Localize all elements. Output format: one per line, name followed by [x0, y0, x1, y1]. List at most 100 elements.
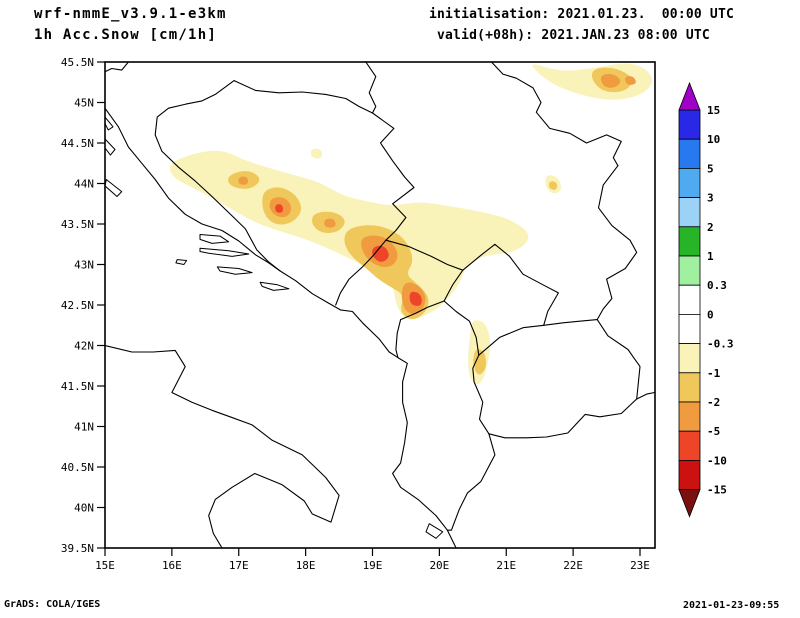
island-cres [105, 116, 114, 131]
snow-patch-red [275, 204, 284, 213]
map-area [105, 62, 655, 548]
border-serbia-bulgaria [596, 165, 638, 321]
colorbar-segment [678, 284, 701, 315]
border-croatia-bosnia-west [154, 80, 281, 272]
snow-patch-orange [238, 176, 249, 185]
latitude-label: 43.5N [61, 218, 94, 231]
border-kosovo-serbia [462, 243, 559, 326]
snow-patch-red [409, 291, 422, 306]
snow-patch-gold [473, 349, 487, 375]
island-corfu [425, 523, 444, 539]
latitude-label: 41N [74, 421, 94, 434]
latitude-label: 39.5N [61, 542, 94, 555]
colorbar-label: 0 [707, 308, 714, 321]
longitude-label: 23E [630, 559, 650, 572]
colorbar-label: -10 [707, 454, 727, 467]
border-kosovo-albania [443, 300, 480, 356]
colorbar-label: 5 [707, 162, 714, 175]
colorbar-label: -2 [707, 396, 720, 409]
latitude-label: 45.5N [61, 56, 94, 69]
colorbar-segment [678, 255, 701, 286]
latitude-label: 42N [74, 340, 94, 353]
island-pag [105, 138, 116, 156]
colorbar-top-arrow [678, 81, 701, 111]
colorbar-label: 0.3 [707, 279, 727, 292]
italy-coastline [105, 344, 340, 548]
colorbar-label: -1 [707, 367, 721, 380]
border-kosovo-montenegro [443, 269, 464, 302]
snow-patch-orange [600, 73, 621, 88]
island-brac [199, 234, 230, 244]
longitude-label: 16E [162, 559, 182, 572]
valid-time-label: valid(+08h): 2021.JAN.23 08:00 UTC [437, 28, 710, 43]
longitude-label: 18E [296, 559, 316, 572]
latitude-label: 41.5N [61, 380, 94, 393]
border-montenegro-serbia [385, 239, 464, 271]
init-time-label: initialisation: 2021.01.23. 00:00 UTC [429, 7, 735, 22]
border-bosnia-montenegro [335, 239, 387, 306]
colorbar-label: -0.3 [707, 338, 734, 351]
colorbar-label: 3 [707, 192, 714, 205]
colorbar-bottom-arrow [678, 489, 701, 518]
snow-patch-orange [324, 218, 336, 228]
adriatic-east-coastline [105, 107, 457, 548]
border-kosovo-macedonia [478, 324, 545, 356]
colorbar-label: 15 [707, 104, 720, 117]
island-korcula [216, 266, 253, 275]
border-croatia-serbia [365, 62, 377, 114]
colorbar-segment [678, 167, 701, 198]
longitude-label: 22E [563, 559, 583, 572]
border-albania-macedonia [472, 354, 490, 435]
model-title: wrf-nmmE_v3.9.1-e3km [34, 6, 227, 22]
colorbar-segment [678, 313, 701, 344]
border-slovenia-croatia [105, 62, 129, 73]
border-croatia-bosnia-sava [233, 80, 374, 114]
grads-credit: GrADS: COLA/IGES [4, 599, 101, 610]
colorbar-segment [678, 197, 701, 228]
border-macedonia-bulgaria [596, 319, 641, 400]
snow-patch-orange [625, 76, 636, 85]
colorbar-segment [678, 401, 701, 432]
border-montenegro-albania [395, 300, 445, 359]
latitude-label: 43N [74, 259, 94, 272]
colorbar-segment [678, 459, 701, 490]
island-mljet [259, 281, 290, 291]
longitude-label: 17E [229, 559, 249, 572]
latitude-label: 45N [74, 97, 94, 110]
border-greece-bulgaria [636, 391, 655, 400]
border-macedonia-greece [488, 398, 638, 439]
colorbar-segment [678, 138, 701, 169]
longitude-label: 19E [363, 559, 383, 572]
border-albania-greece [446, 433, 496, 531]
snow-patch-cream [311, 148, 323, 159]
field-title: 1h Acc.Snow [cm/1h] [34, 27, 217, 43]
colorbar-segment [678, 343, 701, 374]
snow-patch-gold [548, 181, 558, 190]
latitude-label: 44N [74, 178, 94, 191]
border-serbia-romania [490, 62, 622, 167]
colorbar-segment [678, 109, 701, 140]
latitude-label: 40.5N [61, 461, 94, 474]
longitude-label: 20E [429, 559, 449, 572]
snow-patch-red [372, 245, 389, 262]
colorbar-label: 10 [707, 133, 720, 146]
island-vis [175, 259, 188, 265]
colorbar-label: -5 [707, 425, 720, 438]
island-hvar [199, 247, 250, 257]
longitude-label: 15E [95, 559, 115, 572]
colorbar-label: 2 [707, 221, 714, 234]
colorbar-label: -15 [707, 484, 727, 497]
colorbar-segment [678, 430, 701, 461]
border-bosnia-serbia-drina [371, 112, 415, 241]
latitude-label: 44.5N [61, 137, 94, 150]
colorbar-segment [678, 372, 701, 403]
colorbar-label: 1 [707, 250, 714, 263]
island-dugi-otok [105, 179, 123, 197]
creation-timestamp: 2021-01-23-09:55 [683, 600, 780, 611]
latitude-label: 42.5N [61, 299, 94, 312]
longitude-label: 21E [496, 559, 516, 572]
border-serbia-macedonia [543, 319, 598, 326]
latitude-label: 40N [74, 502, 94, 515]
